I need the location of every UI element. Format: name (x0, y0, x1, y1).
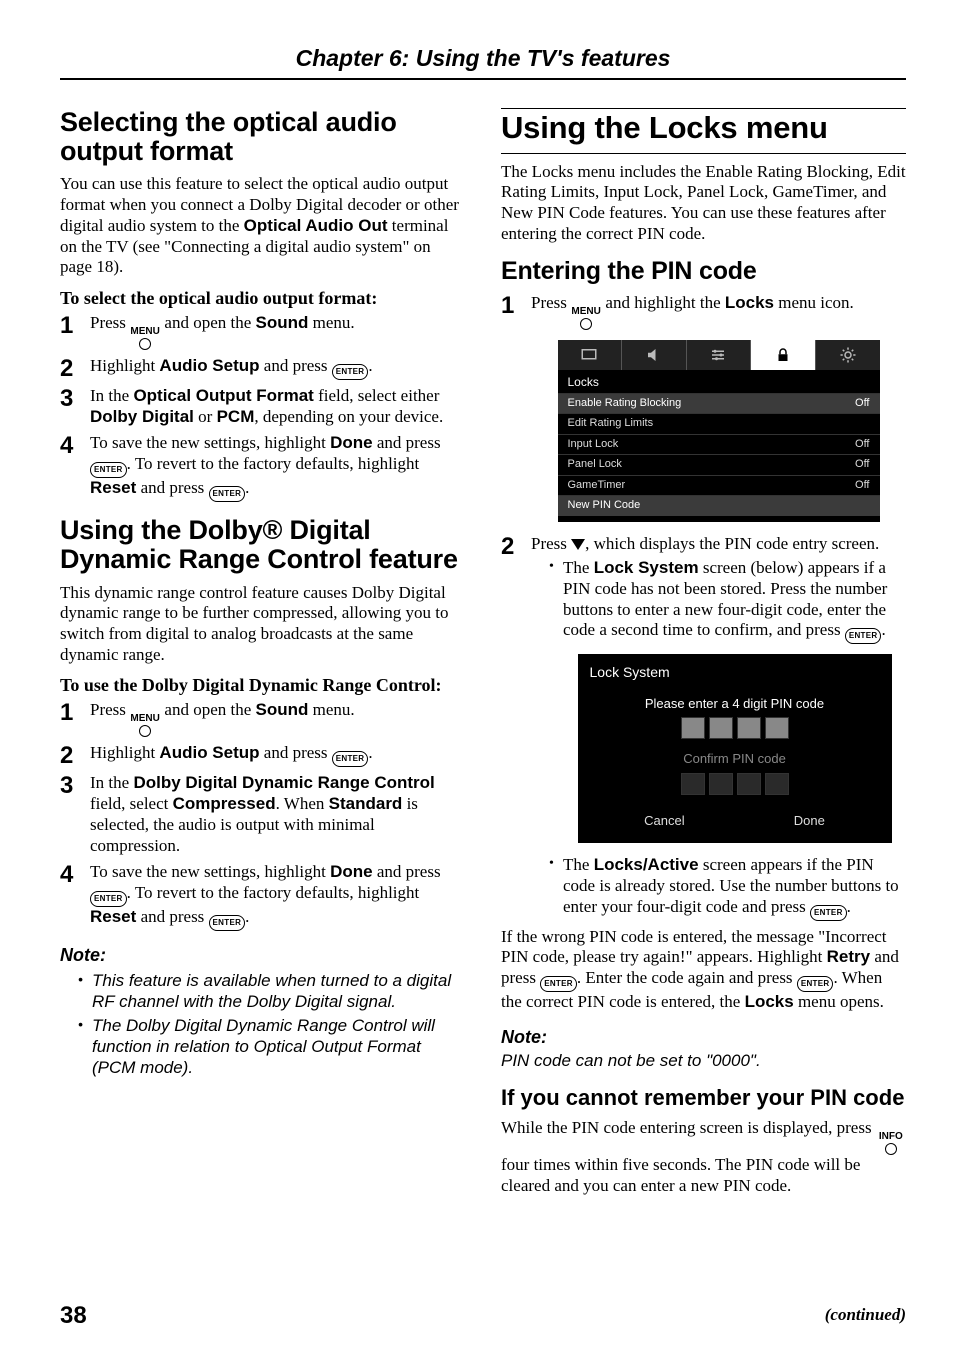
enter-button-icon: ENTER (90, 891, 127, 907)
left-column: Selecting the optical audio output forma… (60, 94, 465, 1203)
paragraph: The Locks menu includes the Enable Ratin… (501, 162, 906, 245)
osd-row: GameTimerOff (558, 475, 880, 495)
steps-list: Press MENU and open the Sound menu. High… (60, 313, 465, 502)
bullet-item: The Locks/Active screen appears if the P… (549, 855, 906, 920)
step: Highlight Audio Setup and press ENTER. (60, 356, 465, 380)
osd-row: Edit Rating Limits (558, 413, 880, 433)
step: Press MENU and open the Sound menu. (60, 700, 465, 737)
step: Press MENU and highlight the Locks menu … (501, 293, 906, 521)
step: To save the new settings, highlight Done… (60, 862, 465, 931)
steps-list: Press MENU and open the Sound menu. High… (60, 700, 465, 931)
section-title: Entering the PIN code (501, 258, 906, 285)
enter-button-icon: ENTER (540, 976, 577, 992)
pin-confirm-boxes (590, 773, 880, 795)
osd-title: Locks (558, 370, 880, 393)
dialog-text: Confirm PIN code (590, 751, 880, 767)
menu-button-icon: MENU (130, 327, 160, 350)
down-arrow-icon (571, 539, 585, 550)
paragraph: If the wrong PIN code is entered, the me… (501, 927, 906, 1013)
divider (501, 153, 906, 154)
section-title: If you cannot remember your PIN code (501, 1085, 906, 1112)
dialog-title: Lock System (590, 664, 880, 681)
cancel-label: Cancel (644, 813, 684, 829)
enter-button-icon: ENTER (209, 486, 246, 502)
step: Press MENU and open the Sound menu. (60, 313, 465, 350)
steps-list: Press MENU and highlight the Locks menu … (501, 293, 906, 920)
osd-row: Enable Rating BlockingOff (558, 393, 880, 413)
step: In the Optical Output Format field, sele… (60, 386, 465, 427)
dialog-text: Please enter a 4 digit PIN code (590, 696, 880, 712)
note-list: This feature is available when turned to… (60, 971, 465, 1079)
note-item: The Dolby Digital Dynamic Range Control … (78, 1016, 465, 1078)
dialog-buttons: Cancel Done (590, 813, 880, 829)
sub-bullet-list: The Lock System screen (below) appears i… (531, 558, 906, 920)
enter-button-icon: ENTER (810, 905, 847, 921)
section-title: Selecting the optical audio output forma… (60, 108, 465, 166)
osd-row: New PIN Code (558, 495, 880, 515)
osd-row: Panel LockOff (558, 454, 880, 474)
divider (60, 78, 906, 80)
lock-system-dialog: Lock System Please enter a 4 digit PIN c… (578, 654, 892, 843)
menu-button-icon: MENU (130, 714, 160, 737)
enter-button-icon: ENTER (209, 915, 246, 931)
setup-tab-icon (816, 340, 880, 370)
pin-entry-boxes (590, 717, 880, 739)
bullet-item: The Lock System screen (below) appears i… (549, 558, 906, 843)
osd-icon-row (558, 340, 880, 370)
info-button-icon: INFO (876, 1132, 906, 1155)
locks-osd-menu: Locks Enable Rating BlockingOff Edit Rat… (558, 340, 880, 521)
enter-button-icon: ENTER (332, 364, 369, 380)
section-title: Using the Dolby® Digital Dynamic Range C… (60, 516, 465, 574)
step: Press , which displays the PIN code entr… (501, 534, 906, 921)
enter-button-icon: ENTER (797, 976, 834, 992)
sound-tab-icon (622, 340, 687, 370)
locks-tab-icon (751, 340, 816, 370)
right-column: Using the Locks menu The Locks menu incl… (501, 94, 906, 1203)
step: In the Dolby Digital Dynamic Range Contr… (60, 773, 465, 856)
enter-button-icon: ENTER (90, 462, 127, 478)
divider (501, 108, 906, 109)
settings-tab-icon (687, 340, 752, 370)
osd-row: Input LockOff (558, 434, 880, 454)
procedure-heading: To select the optical audio output forma… (60, 288, 465, 310)
chapter-heading: Chapter 6: Using the TV's features (60, 44, 906, 72)
page-number: 38 (60, 1301, 87, 1330)
note-heading: Note: (60, 945, 465, 967)
enter-button-icon: ENTER (332, 751, 369, 767)
step: To save the new settings, highlight Done… (60, 433, 465, 502)
procedure-heading: To use the Dolby Digital Dynamic Range C… (60, 675, 465, 697)
step: Highlight Audio Setup and press ENTER. (60, 743, 465, 767)
enter-button-icon: ENTER (845, 628, 882, 644)
paragraph: You can use this feature to select the o… (60, 174, 465, 278)
picture-tab-icon (558, 340, 623, 370)
section-title: Using the Locks menu (501, 111, 906, 144)
note-item: This feature is available when turned to… (78, 971, 465, 1012)
menu-button-icon: MENU (571, 307, 601, 330)
note-text: PIN code can not be set to "0000". (501, 1051, 906, 1072)
paragraph: While the PIN code entering screen is di… (501, 1118, 906, 1196)
paragraph: This dynamic range control feature cause… (60, 583, 465, 666)
done-label: Done (794, 813, 825, 829)
note-heading: Note: (501, 1027, 906, 1049)
continued-label: (continued) (825, 1305, 906, 1326)
